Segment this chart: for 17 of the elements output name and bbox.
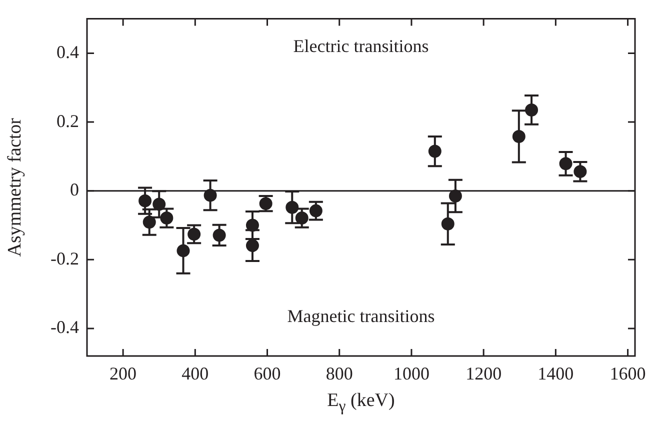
x-tick-label: 600 bbox=[254, 364, 281, 384]
y-tick-label: 0 bbox=[70, 180, 79, 200]
x-tick-label: 800 bbox=[326, 364, 353, 384]
x-tick-label: 1600 bbox=[610, 364, 646, 384]
annotation: Electric transitions bbox=[293, 36, 429, 56]
y-tick-label: 0.2 bbox=[56, 110, 79, 131]
x-axis-title: E$_{γ}$ (keV) bbox=[326, 390, 396, 416]
x-tick-label: 1200 bbox=[466, 364, 502, 384]
y-axis-title: Asymmetry factor bbox=[4, 117, 26, 257]
x-tick-label: 1400 bbox=[538, 364, 574, 384]
x-tick-label: 200 bbox=[110, 364, 137, 384]
y-tick-label: -0.2 bbox=[50, 248, 79, 268]
x-tick-label: 1000 bbox=[393, 364, 430, 384]
x-tick-label: 400 bbox=[182, 364, 209, 384]
y-tick-label: 0.4 bbox=[56, 42, 79, 62]
annotation: Magnetic transitions bbox=[287, 306, 435, 326]
y-tick-label: -0.4 bbox=[50, 317, 79, 338]
